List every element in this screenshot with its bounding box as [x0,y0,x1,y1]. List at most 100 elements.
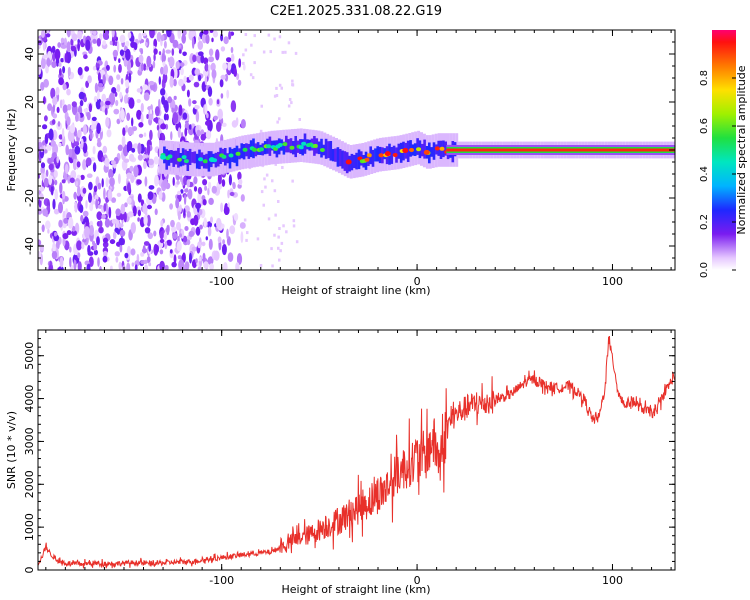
spectrogram-cell [229,191,235,197]
spectrogram-cell [82,210,89,217]
spectrogram-cell [62,83,67,91]
spectrogram-cell [101,178,104,188]
spectrogram-cell [87,251,94,256]
spectrogram-cell [205,120,210,126]
spectrogram-cell [169,203,174,210]
y-tick-label: 0 [23,567,36,574]
spectrogram-cell [103,203,107,212]
spectrogram-cell [188,230,195,237]
colorbar-label: Normalized spectral amplitude [735,65,748,234]
spectrogram-cell [207,226,212,237]
colorbar: 0.0 0.2 0.4 0.6 0.8 Normalized spectral ampl… [699,30,748,278]
spectrogram-cell [97,137,101,144]
trace-peak [423,149,430,155]
spectrogram-cell [120,78,124,85]
spectrogram-cell [136,109,142,120]
spectrogram-cell [228,174,232,186]
spectrogram-cell [295,240,299,244]
spectrogram-cell [172,112,179,124]
spectrogram-cell [208,56,215,63]
spectrogram-cell [153,48,158,55]
trace-peak [392,153,398,157]
spectrogram-cell [199,224,203,230]
spectrogram-cell [52,96,58,106]
spectrogram-cell [149,30,155,39]
spectrogram-cell [125,88,129,94]
spectrogram-cell [104,157,110,167]
spectrogram-cell [142,154,147,160]
spectrogram-cell [194,105,200,110]
spectrogram-cell [88,192,92,203]
spectrogram-cell [39,193,44,202]
spectrogram-cell [160,219,164,227]
spectrogram-cell [46,144,52,151]
spectrogram-cell [130,41,136,48]
spectrogram-cell [140,102,144,113]
spectrogram-cell [162,61,166,67]
trace-peak [345,159,352,165]
spectrogram-cell [42,41,46,52]
spectrogram-cell [58,201,63,214]
snr-plot-area [38,330,675,570]
spectrogram-cell [215,217,222,230]
spectrogram-cell [178,104,183,116]
trace-band [343,151,347,171]
colorbar-tick-label: 0.8 [699,70,710,86]
y-tick-label: -20 [23,189,36,207]
spectrogram-cell [136,179,142,185]
spectrogram-cell [100,100,104,107]
spectrogram-cell [116,41,120,52]
spectrogram-cell [38,239,42,247]
spectrogram-cell [162,178,169,189]
trace-peak [319,148,326,152]
spectrogram-cell [240,231,244,244]
spectrogram-cell [41,172,44,180]
spectrogram-cell [192,100,197,105]
spectrogram-cell [67,66,71,77]
spectrogram-cell [223,36,229,45]
spectrogram-cell [97,90,100,100]
trace-peak [242,147,248,152]
spectrogram-cell [106,129,112,138]
spectrogram-cell [195,226,201,236]
spectrogram-cell [45,65,49,74]
spectrogram-cell [159,260,165,270]
trace-band [217,151,220,167]
spectrogram-cell [208,98,213,106]
spectrogram-cell [277,235,280,239]
spectrogram-cell [220,93,224,99]
spectrogram-cell [95,98,101,110]
spectrogram-cell [169,249,173,254]
spectrogram-cell [182,51,187,57]
spectrogram-cell [167,57,171,63]
spectrogram-cell [140,48,144,55]
spectrogram-cell [62,233,69,240]
spectrogram-cell [172,232,178,240]
spectrogram-cell [207,86,213,97]
spectrogram-cell [109,92,115,103]
spectrogram-cell [163,232,167,241]
spectrogram-cell [231,53,235,62]
spectrogram-cell [118,173,121,185]
spectrogram-cell [179,233,182,238]
spectrogram-cell [133,165,139,178]
spectrogram-cell [226,57,232,63]
spectrogram-cell [103,250,108,257]
spectrogram-cell [246,231,249,235]
spectrogram-cell [97,72,101,82]
spectrogram-cell [138,32,142,41]
spectrogram-cell [136,98,141,104]
spectrogram-cell [53,208,60,215]
spectrogram-cell [57,42,62,48]
spectrogram-cell [152,60,156,69]
spectrogram-cell [137,154,143,161]
trace-band [294,136,297,158]
spectrogram-cell [123,158,130,163]
spectrogram-cell [163,100,169,110]
trace-band [376,146,379,162]
trace-band [331,149,335,162]
spectrogram-cell [240,119,246,129]
spectrogram-cell [60,44,67,49]
trace-peak [221,154,227,159]
